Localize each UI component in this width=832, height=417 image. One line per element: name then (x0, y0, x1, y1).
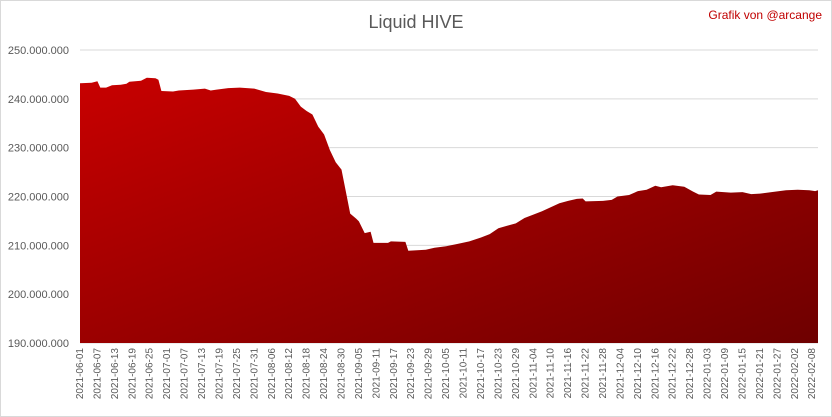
x-tick-label: 2021-10-05 (441, 348, 452, 400)
x-tick-label: 2021-12-22 (668, 348, 679, 400)
y-tick-label: 250.000.000 (8, 45, 69, 57)
x-tick-label: 2021-09-29 (424, 348, 435, 400)
x-tick-label: 2021-06-25 (145, 348, 156, 400)
x-tick-label: 2021-12-10 (633, 348, 644, 400)
x-tick-label: 2021-10-17 (476, 348, 487, 400)
y-tick-label: 240.000.000 (8, 94, 69, 106)
y-tick-label: 210.000.000 (8, 240, 69, 252)
x-tick-label: 2021-10-23 (493, 348, 504, 400)
x-tick-label: 2021-06-13 (110, 348, 121, 400)
x-tick-label: 2022-01-03 (703, 348, 714, 400)
y-tick-label: 230.000.000 (8, 143, 69, 155)
x-tick-label: 2021-07-13 (197, 348, 208, 400)
x-tick-label: 2021-09-17 (389, 348, 400, 400)
x-tick-label: 2021-07-19 (215, 348, 226, 400)
chart-credit: Grafik von @arcange (708, 8, 822, 22)
x-tick-label: 2021-06-19 (127, 348, 138, 400)
x-tick-label: 2021-12-16 (650, 348, 661, 400)
x-tick-label: 2021-07-01 (162, 348, 173, 400)
x-tick-label: 2021-12-04 (615, 348, 626, 400)
x-tick-label: 2021-07-25 (232, 348, 243, 400)
x-axis: 2021-06-01 2021-06-07 2021-06-13 2021-06-19… (75, 348, 818, 400)
x-tick-label: 2021-11-04 (528, 348, 539, 399)
x-tick-label: 2021-08-06 (267, 348, 278, 400)
x-tick-label: 2022-02-08 (807, 348, 818, 400)
x-tick-label: 2021-08-24 (319, 348, 330, 400)
chart-title: Liquid HIVE (368, 12, 464, 32)
x-tick-label: 2021-11-28 (598, 348, 609, 399)
x-tick-label: 2021-06-07 (92, 348, 103, 400)
x-tick-label: 2022-01-21 (755, 348, 766, 400)
x-tick-label: 2022-01-09 (720, 348, 731, 400)
y-axis: 190.000.000 200.000.000 210.000.000 220.000… (8, 45, 69, 350)
x-tick-label: 2021-11-10 (546, 348, 557, 399)
x-tick-label: 2021-07-07 (180, 348, 191, 400)
x-tick-label: 2021-08-12 (284, 348, 295, 400)
x-tick-label: 2021-07-31 (249, 348, 260, 400)
x-tick-label: 2021-06-01 (75, 348, 86, 400)
x-tick-label: 2021-10-29 (511, 348, 522, 400)
x-tick-label: 2022-01-15 (738, 348, 749, 400)
area-layer (80, 77, 818, 344)
x-tick-label: 2021-09-05 (354, 348, 365, 400)
x-tick-label: 2021-09-11 (371, 348, 382, 399)
x-tick-label: 2021-10-11 (459, 348, 470, 399)
x-tick-label: 2021-11-22 (581, 348, 592, 399)
x-tick-label: 2021-08-30 (337, 348, 348, 400)
y-tick-label: 200.000.000 (8, 289, 69, 301)
x-tick-label: 2021-09-23 (406, 348, 417, 400)
x-tick-label: 2022-02-02 (790, 348, 801, 400)
y-tick-label: 220.000.000 (8, 192, 69, 204)
x-tick-label: 2021-08-18 (302, 348, 313, 400)
x-tick-label: 2021-11-16 (563, 348, 574, 399)
x-tick-label: 2021-12-28 (685, 348, 696, 400)
liquid-hive-area (80, 77, 818, 344)
x-tick-label: 2022-01-27 (772, 348, 783, 400)
y-tick-label: 190.000.000 (8, 338, 69, 350)
